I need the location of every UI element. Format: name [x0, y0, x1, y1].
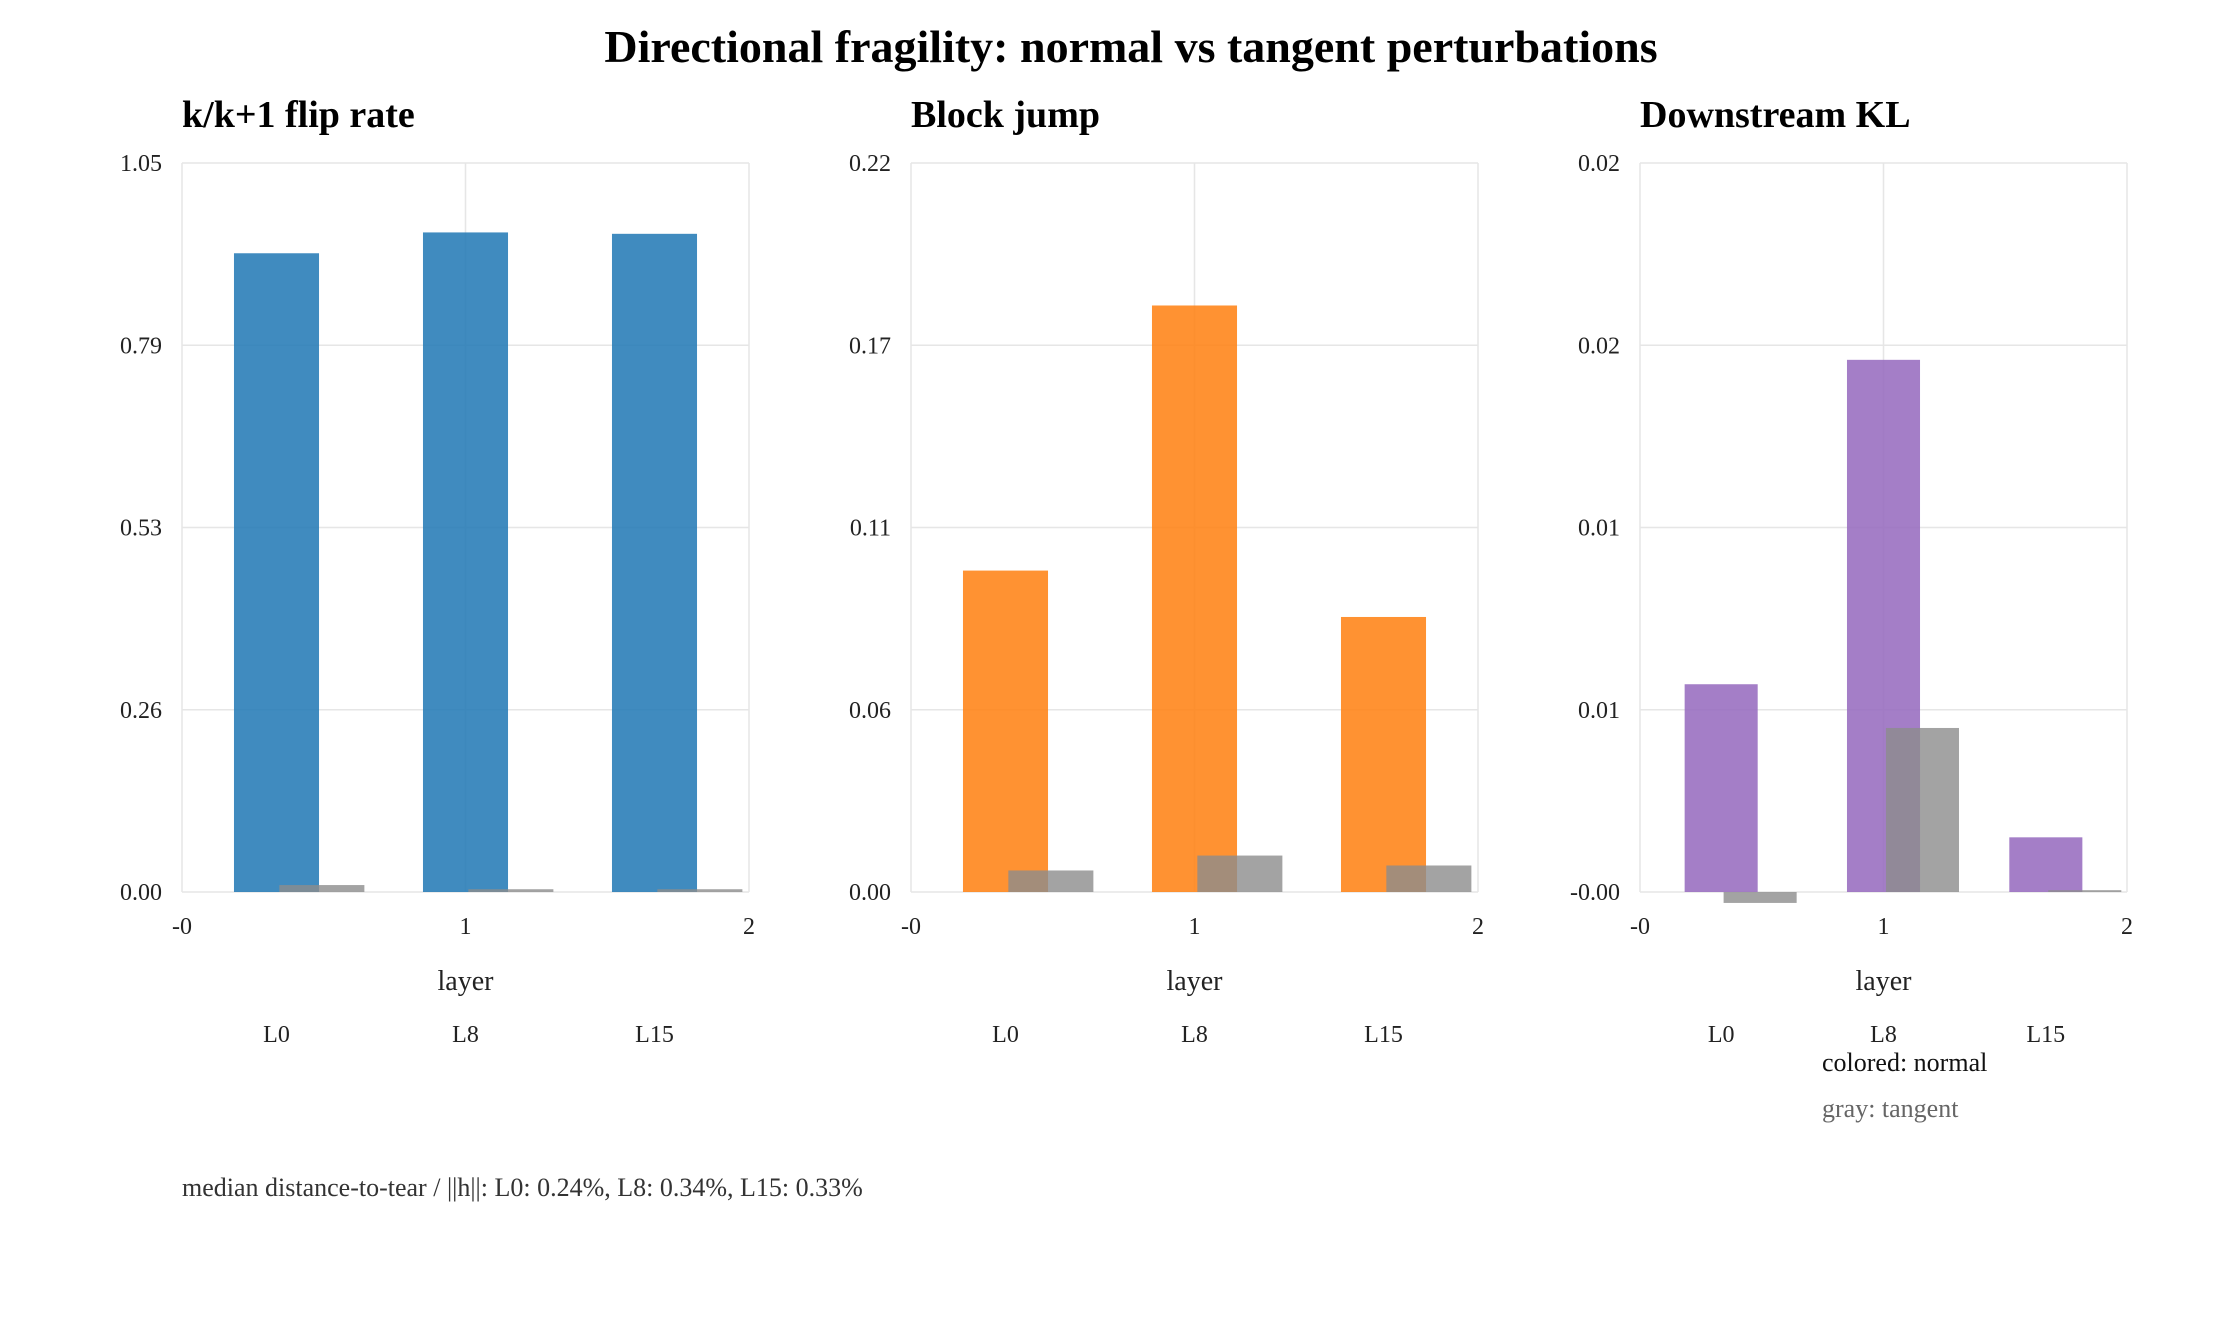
bar-normal-L0	[1684, 684, 1758, 892]
subplot-title: Downstream KL	[1640, 94, 1911, 136]
bar-normal-L0	[962, 570, 1049, 892]
x-tick-label: 1	[460, 914, 472, 940]
x-axis-label: layer	[1167, 966, 1224, 997]
bar-normal-L8	[422, 232, 509, 892]
y-tick-label: -0.00	[1570, 880, 1620, 906]
y-tick-label: 0.26	[120, 698, 162, 724]
panel-1: k/k+1 flip rate 0.00 0.26 0.53 0.79 1.05 -0 1 2 L…	[120, 94, 755, 1048]
bar-tangent-L8	[468, 889, 554, 892]
y-tick-label: 1.05	[120, 151, 162, 177]
bar-tangent-L8	[1197, 855, 1283, 892]
bar-normal-L15	[2009, 837, 2083, 892]
legend-normal-label: colored: normal	[1822, 1048, 1987, 1077]
x-tick-label: 2	[2121, 914, 2133, 940]
category-label: L15	[2026, 1022, 2065, 1048]
y-tick-label: 0.02	[1578, 151, 1620, 177]
y-tick-label: 0.02	[1578, 333, 1620, 359]
y-tick-label: 0.22	[849, 151, 891, 177]
bar-normal-L15	[611, 233, 698, 892]
footnote: median distance-to-tear / ||h||: L0: 0.2…	[182, 1173, 863, 1202]
category-label: L0	[263, 1022, 290, 1048]
category-label: L15	[635, 1022, 674, 1048]
bar-tangent-L0	[1008, 870, 1094, 892]
category-label: L0	[1708, 1022, 1735, 1048]
y-tick-label: 0.01	[1578, 516, 1620, 542]
x-tick-label: -0	[1630, 914, 1650, 940]
panel-3: Downstream KL -0.00 0.01 0.01 0.02 0.02 -0 1 2 L0…	[1570, 94, 2133, 1048]
y-tick-label: 0.11	[850, 516, 891, 542]
x-tick-label: -0	[901, 914, 921, 940]
bar-normal-L15	[1340, 616, 1427, 892]
x-tick-label: -0	[172, 914, 192, 940]
subplot-title: k/k+1 flip rate	[182, 94, 415, 136]
panel-2: Block jump 0.00 0.06 0.11 0.17 0.22 -0 1 2 L0 L8 L1…	[849, 94, 1484, 1048]
y-tick-label: 0.00	[849, 880, 891, 906]
x-axis-label: layer	[438, 966, 495, 997]
x-tick-label: 1	[1189, 914, 1201, 940]
x-tick-label: 1	[1878, 914, 1890, 940]
category-label: L15	[1364, 1022, 1403, 1048]
category-label: L8	[1870, 1022, 1897, 1048]
x-tick-label: 2	[1472, 914, 1484, 940]
bar-tangent-L15	[1386, 865, 1472, 892]
bar-tangent-L15	[2048, 890, 2122, 892]
subplot-title: Block jump	[911, 94, 1100, 136]
y-tick-label: 0.17	[849, 333, 891, 359]
bar-tangent-L15	[657, 889, 743, 892]
y-tick-label: 0.79	[120, 333, 162, 359]
panels: k/k+1 flip rate 0.00 0.26 0.53 0.79 1.05 -0 1 2 L…	[120, 94, 2133, 1048]
bar-normal-L0	[233, 253, 320, 892]
bar-tangent-L0	[279, 885, 365, 892]
x-axis-label: layer	[1856, 966, 1913, 997]
legend-tangent-label: gray: tangent	[1822, 1094, 1959, 1123]
category-label: L8	[1181, 1022, 1208, 1048]
y-tick-label: 0.06	[849, 698, 891, 724]
category-label: L0	[992, 1022, 1019, 1048]
y-tick-label: 0.53	[120, 516, 162, 542]
bar-tangent-L0	[1723, 892, 1797, 903]
y-tick-label: 0.00	[120, 880, 162, 906]
y-tick-label: 0.01	[1578, 698, 1620, 724]
figure-title: Directional fragility: normal vs tangent…	[604, 21, 1657, 72]
x-tick-label: 2	[743, 914, 755, 940]
bar-tangent-L8	[1885, 727, 1959, 892]
bar-normal-L8	[1151, 305, 1238, 893]
category-label: L8	[452, 1022, 479, 1048]
